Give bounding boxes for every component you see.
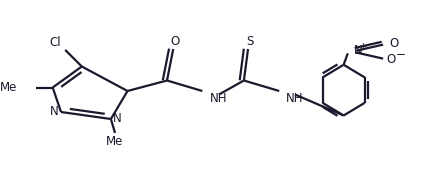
Text: O: O <box>389 37 398 50</box>
Text: N: N <box>354 44 363 57</box>
Text: NH: NH <box>210 92 227 105</box>
Text: NH: NH <box>285 92 303 105</box>
Text: Me: Me <box>107 135 124 148</box>
Text: O: O <box>171 35 180 48</box>
Text: −: − <box>396 48 406 61</box>
Text: Me: Me <box>0 81 17 94</box>
Text: O: O <box>387 53 396 66</box>
Text: N: N <box>50 105 59 118</box>
Text: S: S <box>246 35 254 48</box>
Text: Cl: Cl <box>49 36 61 48</box>
Text: +: + <box>359 42 368 52</box>
Text: N: N <box>113 112 122 125</box>
